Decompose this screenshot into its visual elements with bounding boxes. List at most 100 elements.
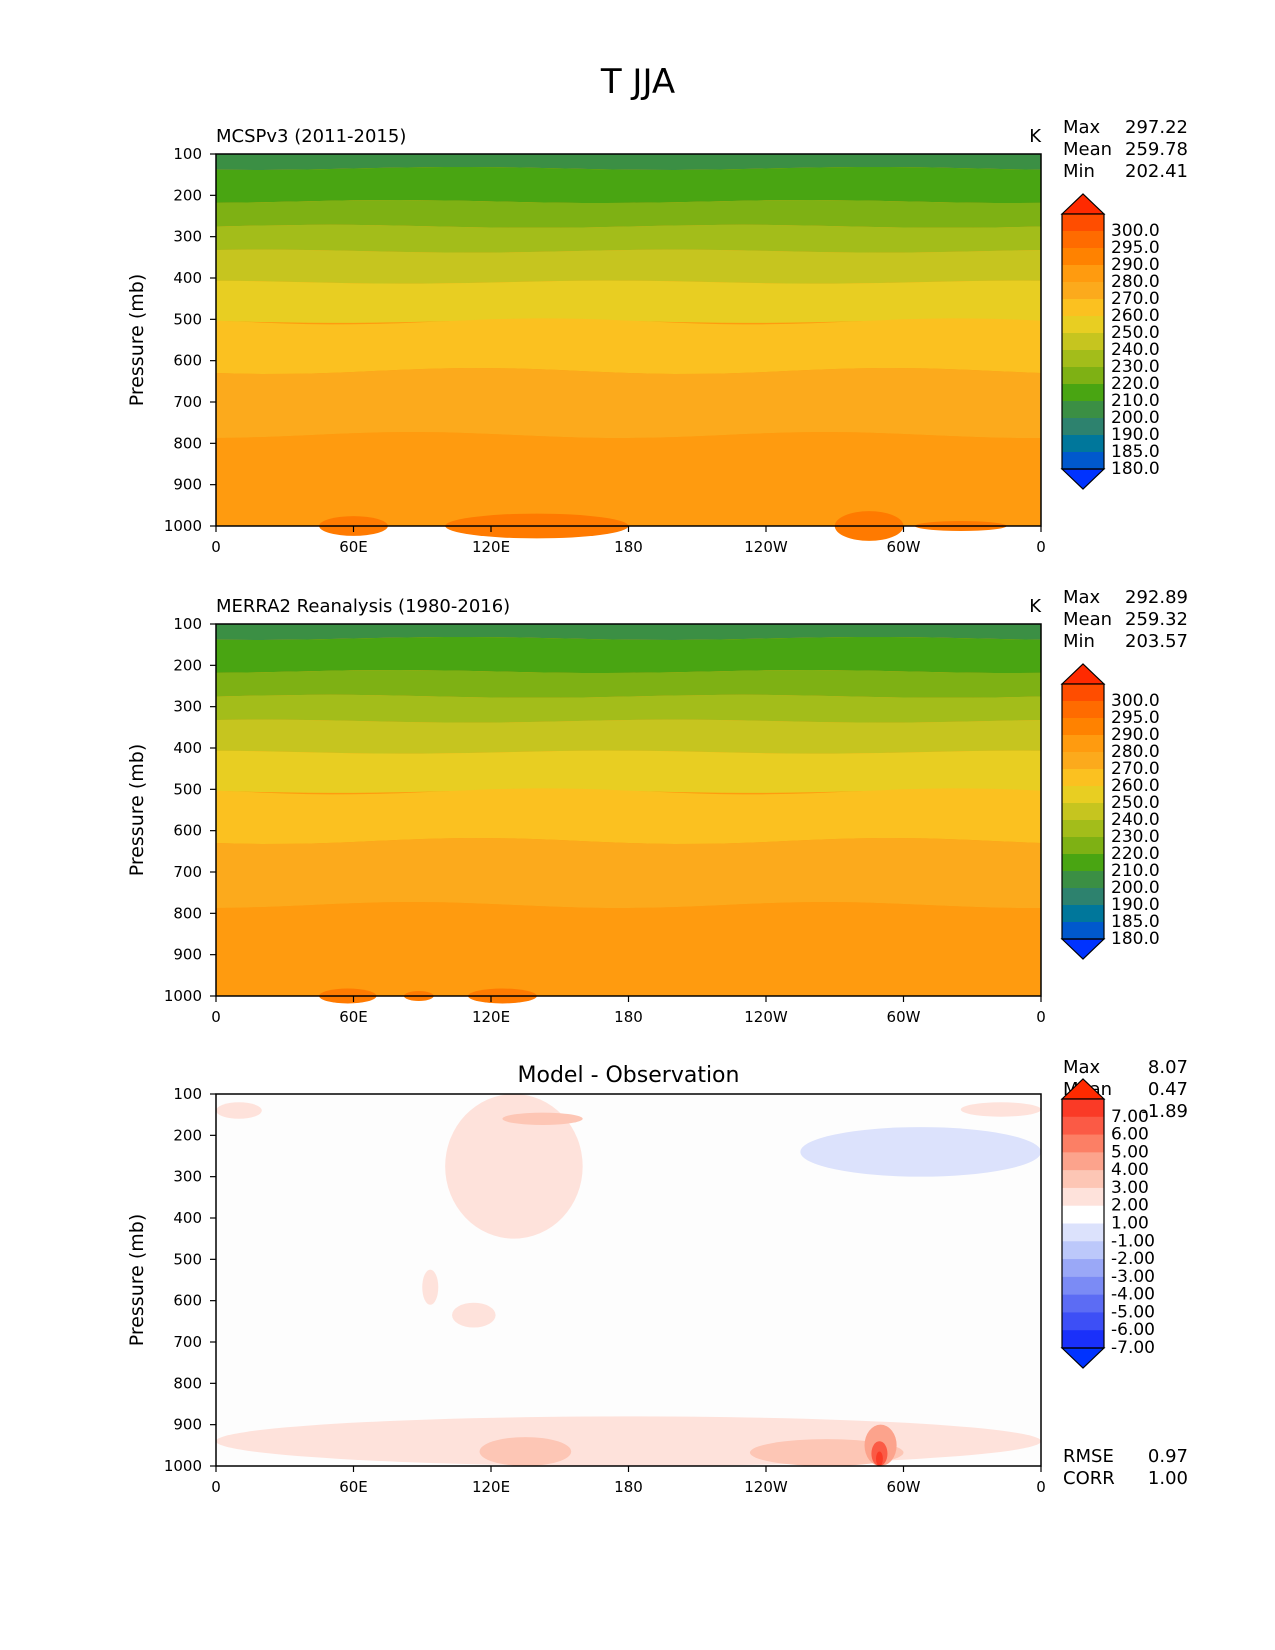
- colorbar-segment: [1062, 1276, 1104, 1296]
- y-tick-label: 400: [173, 739, 202, 757]
- y-tick-label: 100: [173, 1085, 202, 1103]
- stat-label: Min: [1063, 631, 1095, 652]
- y-tick-label: 900: [173, 1416, 202, 1434]
- y-tick-label: 300: [173, 228, 202, 246]
- colorbar-segment: [1062, 367, 1104, 385]
- colorbar-tick-label: -6.00: [1111, 1320, 1155, 1340]
- stat-label: Mean: [1063, 139, 1112, 160]
- colorbar-frame: [1061, 683, 1105, 940]
- colorbar-segment: [1062, 1152, 1104, 1171]
- x-tick-label: 0: [1036, 538, 1046, 556]
- panel-title: MERRA2 Reanalysis (1980-2016): [216, 596, 510, 617]
- colorbar-segment: [1062, 1116, 1104, 1136]
- y-tick-label: 700: [173, 1333, 202, 1351]
- y-tick-label: 300: [173, 1168, 202, 1186]
- y-tick-label: 100: [173, 615, 202, 633]
- panel-title: MCSPv3 (2011-2015): [216, 126, 406, 147]
- colorbar-segment: [1062, 837, 1104, 855]
- y-tick-label: 400: [173, 1209, 202, 1227]
- y-tick-label: 200: [173, 656, 202, 674]
- colorbar-extend-min: [1060, 938, 1106, 960]
- y-tick-label: 1000: [164, 987, 202, 1005]
- colorbar-segment: [1062, 435, 1104, 453]
- colorbar-tick-label: -5.00: [1111, 1302, 1155, 1322]
- x-tick-label: 120W: [744, 1008, 788, 1026]
- anomaly-contour-1-2: [452, 1302, 496, 1328]
- y-axis-label: Pressure (mb): [126, 1214, 148, 1347]
- colorbar-tick-label: 4.00: [1111, 1160, 1149, 1180]
- anomaly-contour-1-2: [216, 1102, 262, 1119]
- colorbar-segment: [1062, 1134, 1104, 1153]
- colorbar-tick-label: 210.0: [1111, 391, 1160, 411]
- y-tick-label: 1000: [164, 517, 202, 535]
- stat-label: Min: [1063, 161, 1095, 182]
- contour-band-240-250: [216, 694, 1041, 723]
- x-tick-label: 60W: [887, 1008, 921, 1026]
- y-tick-label: 500: [173, 780, 202, 798]
- x-tick-label: 120W: [744, 538, 788, 556]
- colorbar-segment: [1062, 1223, 1104, 1242]
- y-tick-label: 900: [173, 476, 202, 494]
- x-tick-label: 60W: [887, 538, 921, 556]
- colorbar-extend-min: [1060, 468, 1106, 490]
- figure-title: T JJA: [600, 62, 675, 102]
- anomaly-contour-2-3: [502, 1112, 583, 1126]
- contour-band-290-295: [216, 902, 1041, 996]
- colorbar-segment: [1062, 1259, 1104, 1278]
- contour-band-280-290: [216, 838, 1041, 908]
- colorbar-tick-label: 250.0: [1111, 793, 1160, 813]
- colorbar-tick-label: 290.0: [1111, 725, 1160, 745]
- colorbar-tick-label: 260.0: [1111, 776, 1160, 796]
- y-tick-label: 200: [173, 1126, 202, 1144]
- colorbar-segment: [1062, 684, 1104, 702]
- colorbar-frame: [1061, 213, 1105, 470]
- x-tick-label: 0: [211, 1008, 221, 1026]
- colorbar-tick-label: 280.0: [1111, 272, 1160, 292]
- colorbar-tick-label: 3.00: [1111, 1178, 1149, 1198]
- colorbar-tick-label: 230.0: [1111, 827, 1160, 847]
- contour-band-230-240: [216, 670, 1041, 698]
- colorbar-tick-label: -3.00: [1111, 1267, 1155, 1287]
- colorbar-segment: [1062, 1187, 1104, 1207]
- x-tick-label: 60W: [887, 1478, 921, 1496]
- colorbar-segment: [1062, 248, 1104, 266]
- colorbar-segment: [1062, 1312, 1104, 1331]
- x-tick-label: 0: [211, 538, 221, 556]
- y-tick-label: 700: [173, 393, 202, 411]
- anomaly-contour-7-8: [876, 1451, 883, 1467]
- colorbar-tick-label: 240.0: [1111, 810, 1160, 830]
- colorbar-extend-max: [1060, 663, 1106, 685]
- colorbar-tick-label: 230.0: [1111, 357, 1160, 377]
- colorbar-tick-label: 300.0: [1111, 221, 1160, 241]
- colorbar-tick-label: 5.00: [1111, 1142, 1149, 1162]
- colorbar: 7.006.005.004.003.002.001.00-1.00-2.00-3…: [1060, 1078, 1155, 1369]
- colorbar-segment: [1062, 452, 1104, 470]
- colorbar-tick-label: -1.00: [1111, 1231, 1155, 1251]
- units-label: K: [1029, 596, 1042, 617]
- y-tick-label: 800: [173, 904, 202, 922]
- colorbar-segment: [1062, 1205, 1104, 1224]
- colorbar-tick-label: 220.0: [1111, 374, 1160, 394]
- x-tick-label: 60E: [339, 1008, 368, 1026]
- x-tick-label: 120W: [744, 1478, 788, 1496]
- colorbar-tick-label: 210.0: [1111, 861, 1160, 881]
- stat-value: 259.32: [1125, 609, 1188, 630]
- y-axis-label: Pressure (mb): [126, 274, 148, 407]
- colorbar-tick-label: 270.0: [1111, 759, 1160, 779]
- x-tick-label: 180: [614, 1008, 643, 1026]
- stat-value: 297.22: [1125, 117, 1188, 138]
- x-tick-label: 0: [1036, 1478, 1046, 1496]
- y-tick-label: 400: [173, 269, 202, 287]
- colorbar-segment: [1062, 854, 1104, 872]
- x-tick-label: 60E: [339, 538, 368, 556]
- anomaly-contour-1-2: [422, 1269, 439, 1305]
- y-tick-label: 300: [173, 698, 202, 716]
- colorbar-tick-label: 260.0: [1111, 306, 1160, 326]
- colorbar-segment: [1062, 418, 1104, 436]
- colorbar-segment: [1062, 735, 1104, 753]
- colorbar: 300.0295.0290.0280.0270.0260.0250.0240.0…: [1060, 193, 1160, 490]
- colorbar-segment: [1062, 888, 1104, 906]
- colorbar-tick-label: 2.00: [1111, 1196, 1149, 1216]
- x-tick-label: 180: [614, 1478, 643, 1496]
- colorbar-segment: [1062, 803, 1104, 821]
